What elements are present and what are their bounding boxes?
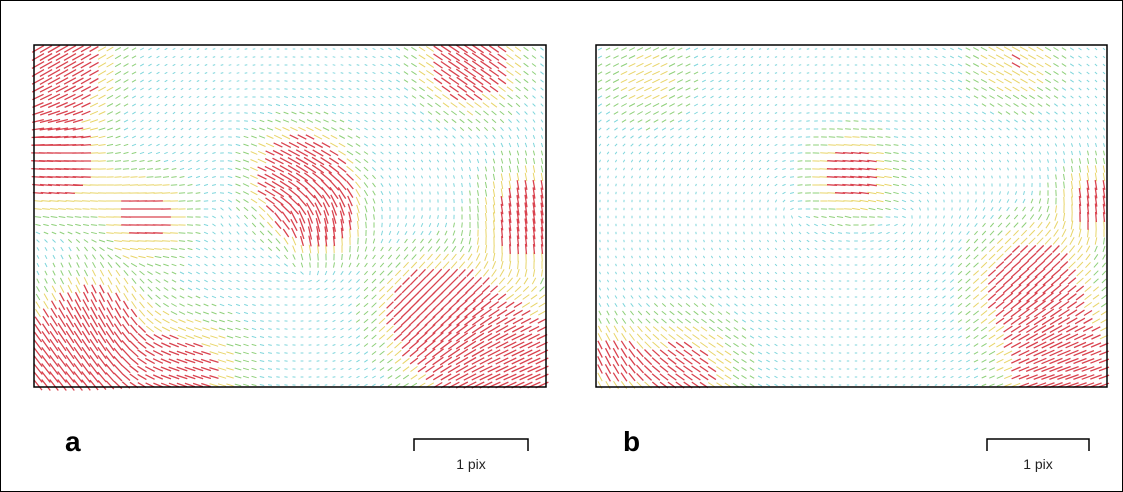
panel-label: b <box>623 426 640 457</box>
vector-arrows <box>33 46 546 388</box>
vector-field-b <box>597 46 1110 390</box>
scale-bar <box>413 438 529 451</box>
panel-frame <box>595 44 1108 388</box>
panel-frame <box>33 44 547 388</box>
vector-arrows <box>35 47 544 387</box>
vector-arrows <box>597 46 1108 388</box>
vector-arrows <box>597 46 1109 390</box>
vector-arrows <box>34 46 545 388</box>
vector-arrows <box>597 47 1106 387</box>
scale-label: 1 pix <box>456 456 486 472</box>
vector-field-a <box>31 44 549 391</box>
vector-arrows <box>597 54 1110 389</box>
scale-bar <box>986 438 1090 451</box>
panel-label: a <box>65 426 81 457</box>
vector-arrows <box>31 44 549 391</box>
scale-label: 1 pix <box>1023 456 1053 472</box>
